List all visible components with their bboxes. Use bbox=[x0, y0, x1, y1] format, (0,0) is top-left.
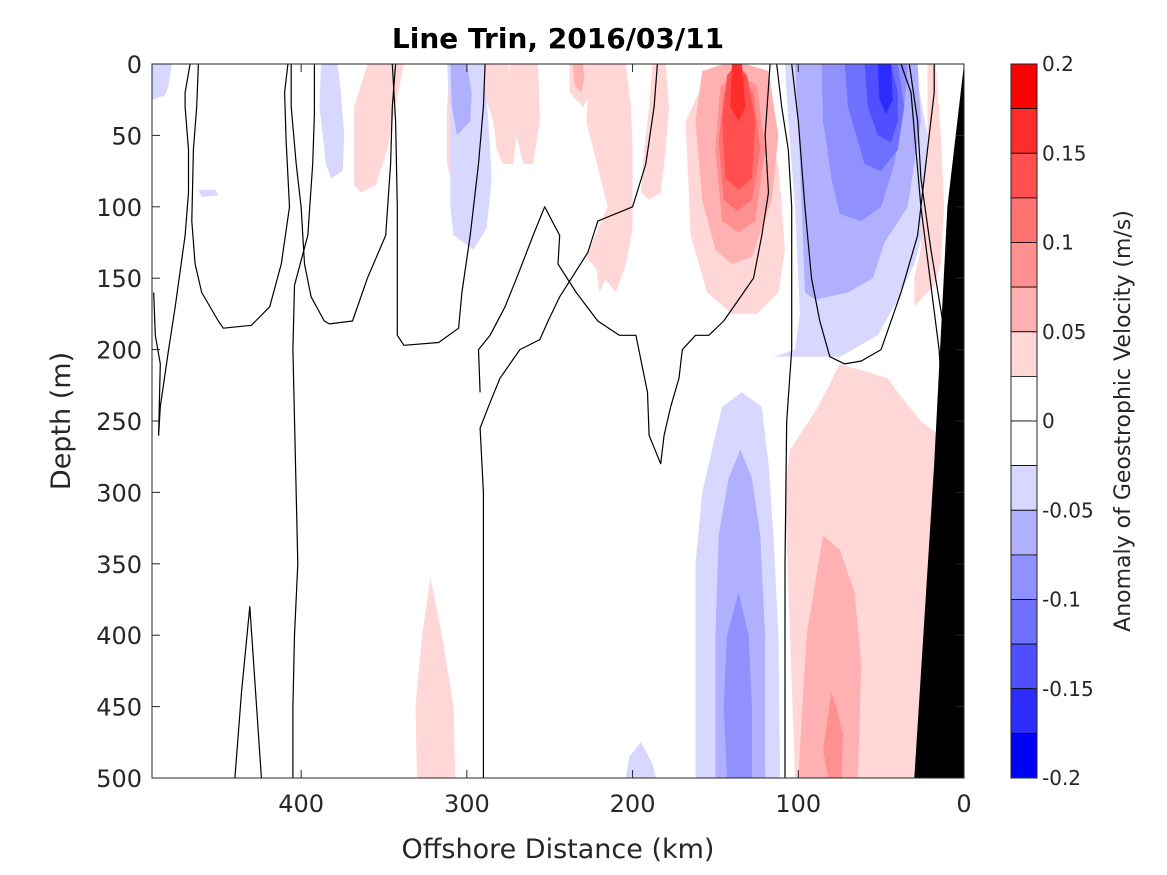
contour-region-16 bbox=[586, 64, 633, 293]
contour-region-28 bbox=[823, 692, 843, 778]
colorbar-tick-label: -0.1 bbox=[1042, 588, 1081, 612]
y-tick-label: 350 bbox=[96, 551, 142, 579]
y-tick-label: 250 bbox=[96, 408, 142, 436]
plot-area bbox=[151, 63, 965, 779]
y-tick-label: 300 bbox=[96, 479, 142, 507]
contour-region-20 bbox=[596, 235, 608, 293]
y-axis: 0 50 100 150 200 250 300 350 400 450 500 bbox=[96, 51, 964, 793]
colorbar-tick-label: 0.15 bbox=[1042, 141, 1087, 165]
y-tick-label: 450 bbox=[96, 694, 142, 722]
colorbar: 0.2 0.15 0.1 0.05 0 -0.05 -0.1 -0.15 -0.2 Anomal… bbox=[1010, 52, 1136, 790]
bathymetry-layer bbox=[914, 64, 964, 778]
colorbar-swatch-9 bbox=[1010, 465, 1038, 511]
colorbar-ticks: 0.2 0.15 0.1 0.05 0 -0.05 -0.1 -0.15 -0.2 bbox=[1032, 52, 1094, 790]
bathymetry-mask bbox=[914, 64, 964, 778]
colorbar-tick-label: 0.1 bbox=[1042, 231, 1074, 255]
colorbar-tick-label: -0.15 bbox=[1042, 677, 1094, 701]
colorbar-tick-label: -0.05 bbox=[1042, 498, 1094, 522]
contour-region-32 bbox=[723, 592, 752, 778]
contour-region-33 bbox=[415, 578, 456, 778]
colorbar-title: Anomaly of Geostrophic Velocity (m/s) bbox=[1111, 210, 1136, 632]
colorbar-swatches bbox=[1010, 63, 1038, 779]
contour-region-22 bbox=[450, 64, 472, 136]
contour-region-19 bbox=[640, 64, 669, 200]
colorbar-swatch-0 bbox=[1010, 63, 1038, 109]
colorbar-swatch-5 bbox=[1010, 286, 1038, 333]
zero-contour-line-4 bbox=[479, 63, 658, 778]
zero-contour-line-9 bbox=[791, 63, 935, 365]
y-tick-label: 400 bbox=[96, 622, 142, 650]
colorbar-tick-label: 0.05 bbox=[1042, 320, 1087, 344]
y-tick-label: 500 bbox=[96, 765, 142, 793]
colorbar-swatch-2 bbox=[1010, 152, 1038, 199]
x-tick-label: 0 bbox=[956, 790, 971, 818]
y-tick-label: 150 bbox=[96, 265, 142, 293]
contour-fill-layer bbox=[152, 64, 945, 778]
y-tick-label: 200 bbox=[96, 337, 142, 365]
zero-contour-layer bbox=[153, 63, 965, 779]
zero-contour-line-2 bbox=[290, 63, 397, 325]
contour-region-17 bbox=[509, 64, 540, 164]
colorbar-swatch-4 bbox=[1010, 242, 1038, 288]
y-tick-label: 0 bbox=[127, 51, 142, 79]
contour-region-4 bbox=[722, 64, 756, 190]
x-tick-label: 400 bbox=[278, 790, 324, 818]
y-tick-label: 100 bbox=[96, 194, 142, 222]
x-tick-label: 300 bbox=[444, 790, 490, 818]
colorbar-swatch-13 bbox=[1010, 643, 1038, 690]
colorbar-swatch-12 bbox=[1010, 599, 1038, 645]
colorbar-swatch-1 bbox=[1010, 108, 1038, 154]
colorbar-tick-label: -0.2 bbox=[1042, 766, 1081, 790]
y-axis-title: Depth (m) bbox=[46, 352, 77, 490]
colorbar-swatch-11 bbox=[1010, 554, 1038, 600]
colorbar-swatch-14 bbox=[1010, 688, 1038, 734]
colorbar-tick-label: 0.2 bbox=[1042, 52, 1074, 76]
contour-region-11 bbox=[877, 64, 893, 114]
zero-contour-line-6 bbox=[477, 63, 771, 465]
contour-region-34 bbox=[625, 742, 656, 778]
x-axis: 400 300 200 100 0 bbox=[278, 64, 972, 818]
colorbar-swatch-8 bbox=[1010, 420, 1038, 466]
colorbar-tick-label: 0 bbox=[1042, 409, 1055, 433]
y-tick-label: 50 bbox=[111, 122, 142, 150]
contour-region-27 bbox=[798, 535, 862, 778]
colorbar-swatch-15 bbox=[1010, 733, 1038, 779]
zero-contour-line-3 bbox=[391, 63, 486, 346]
x-tick-label: 100 bbox=[775, 790, 821, 818]
colorbar-swatch-3 bbox=[1010, 197, 1038, 243]
zero-contour-line-1 bbox=[292, 64, 315, 778]
contour-region-18 bbox=[480, 64, 517, 164]
contour-region-5 bbox=[730, 64, 746, 122]
zero-contour-line-10 bbox=[234, 605, 262, 779]
zero-contour-line-0 bbox=[191, 63, 291, 329]
zero-contour-line-5 bbox=[776, 63, 793, 778]
colorbar-swatch-7 bbox=[1010, 375, 1038, 422]
contour-region-23 bbox=[319, 64, 345, 179]
colorbar-swatch-6 bbox=[1010, 331, 1038, 377]
zero-contour-line-11 bbox=[153, 63, 191, 436]
contour-region-13 bbox=[572, 64, 585, 93]
colorbar-swatch-10 bbox=[1010, 509, 1038, 556]
contour-region-25 bbox=[198, 189, 219, 197]
contour-region-24 bbox=[152, 64, 172, 100]
contour-region-29 bbox=[914, 64, 945, 307]
x-axis-title: Offshore Distance (km) bbox=[402, 834, 715, 865]
contour-region-15 bbox=[354, 64, 409, 193]
chart-title: Line Trin, 2016/03/11 bbox=[392, 22, 724, 55]
x-tick-label: 200 bbox=[610, 790, 656, 818]
